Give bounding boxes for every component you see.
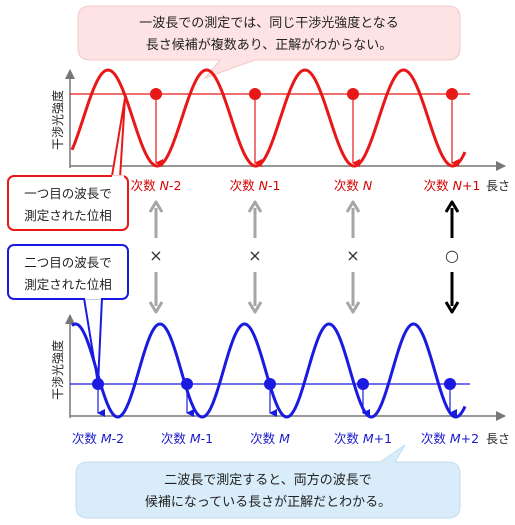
bottom-callout-line1: 二波長で測定すると、両方の波長で [164,472,371,488]
top-order-label: 次数 N-2 [131,178,182,193]
bottom-x-axis-label: 長さ [486,432,510,446]
bottom-wave [71,322,467,419]
match-arrow: ○ [444,200,460,314]
top-graph: 干渉光強度 長さ 次数 N-2 次数 N-1 次数 N 次数 N+1 [50,68,510,193]
red-phase-box: 一つ目の波長で 測定された位相 [7,97,129,231]
blue-phase-box: 二つ目の波長で 測定された位相 [7,244,129,385]
mismatch-mark: × [346,246,359,265]
bottom-order-label: 次数 M+1 [334,431,392,446]
bottom-order-label: 次数 M+2 [421,431,479,446]
top-x-axis-label: 長さ [486,179,510,193]
mismatch-arrow: × [148,200,164,314]
mismatch-arrow: × [247,200,263,314]
top-callout: 一波長での測定では、同じ干渉光強度となる 長さ候補が複数あり、正解がわからない。 [77,5,461,80]
bottom-callout: 二波長で測定すると、両方の波長で 候補になっている長さが正解だとわかる。 [75,444,461,519]
bottom-phase-point [444,378,456,390]
red-box-line1: 一つ目の波長で [24,186,112,201]
top-callout-line2: 長さ候補が複数あり、正解がわからない。 [146,37,392,53]
red-box-line2: 測定された位相 [24,208,112,223]
blue-box-line1: 二つ目の波長で [24,255,112,270]
bottom-order-label: 次数 M [250,431,290,446]
match-mark: ○ [445,246,459,265]
top-phase-point [150,88,162,100]
blue-box-line2: 測定された位相 [24,277,112,292]
top-phase-point [446,88,458,100]
top-phase-point [347,88,359,100]
top-order-label: 次数 N+1 [424,178,481,193]
bottom-phase-point [264,378,276,390]
top-callout-line1: 一波長での測定では、同じ干渉光強度となる [139,15,399,31]
bottom-order-label: 次数 M-1 [161,431,213,446]
top-y-axis-label: 干渉光強度 [50,90,65,150]
mismatch-mark: × [248,246,261,265]
bottom-callout-line2: 候補になっている長さが正解だとわかる。 [145,495,391,510]
bottom-phase-point [92,378,104,390]
top-order-label: 次数 N-1 [230,178,281,193]
bottom-y-axis-label: 干渉光強度 [50,340,65,400]
bottom-phase-point [357,378,369,390]
comparison-arrows: × × × ○ [148,200,460,314]
top-phase-point [249,88,261,100]
bottom-phase-point [181,378,193,390]
mismatch-arrow: × [345,200,361,314]
mismatch-mark: × [149,246,162,265]
top-order-label: 次数 N [334,178,373,193]
top-wave [70,68,467,168]
bottom-graph: 干渉光強度 長さ 次数 M-2 次数 M-1 次数 M 次数 M+1 次数 M+2 [50,314,510,446]
bottom-order-label: 次数 M-2 [72,431,124,446]
